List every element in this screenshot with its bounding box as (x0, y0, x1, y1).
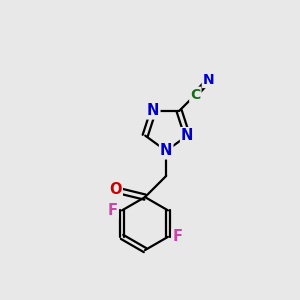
Text: N: N (147, 103, 159, 118)
Text: F: F (172, 230, 182, 244)
Text: N: N (203, 73, 214, 87)
Text: F: F (108, 203, 118, 218)
Text: N: N (160, 143, 172, 158)
Text: N: N (181, 128, 194, 143)
Text: O: O (109, 182, 122, 197)
Text: C: C (190, 88, 200, 102)
